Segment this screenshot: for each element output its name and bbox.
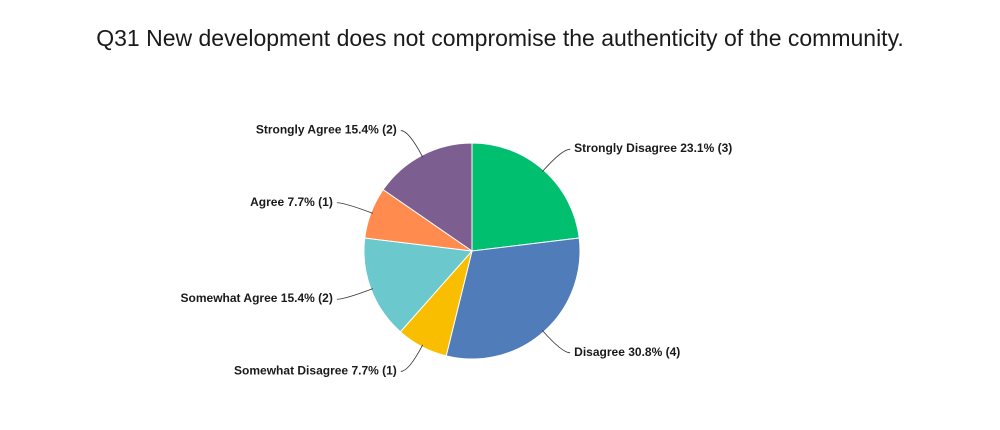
slice-value: 15.4% (2) bbox=[345, 123, 397, 137]
leader-line bbox=[336, 202, 374, 214]
slice-value: 15.4% (2) bbox=[281, 291, 333, 305]
leader-line bbox=[541, 148, 571, 172]
slice-category: Strongly Agree bbox=[256, 123, 342, 137]
slice-label: Disagree 30.8% (4) bbox=[574, 345, 680, 359]
slice-label: Agree 7.7% (1) bbox=[250, 195, 333, 209]
slice-category: Somewhat Disagree bbox=[234, 364, 348, 378]
slice-label: Somewhat Disagree 7.7% (1) bbox=[234, 364, 397, 378]
slice-category: Disagree bbox=[574, 345, 625, 359]
leader-line bbox=[541, 330, 571, 354]
slice-value: 7.7% (1) bbox=[351, 364, 396, 378]
slice-category: Agree bbox=[250, 195, 284, 209]
slice-value: 7.7% (1) bbox=[287, 195, 332, 209]
chart-title: Q31 New development does not compromise … bbox=[96, 25, 904, 51]
slice-label: Somewhat Agree 15.4% (2) bbox=[181, 291, 333, 305]
leader-line bbox=[400, 130, 424, 158]
slice-label: Strongly Agree 15.4% (2) bbox=[256, 123, 397, 137]
leader-line bbox=[336, 288, 374, 300]
leader-line bbox=[400, 344, 424, 372]
slice-label: Strongly Disagree 23.1% (3) bbox=[574, 141, 732, 155]
slice-value: 30.8% (4) bbox=[628, 345, 680, 359]
pie-slice bbox=[471, 142, 580, 252]
slice-category: Somewhat Agree bbox=[181, 291, 278, 305]
slice-value: 23.1% (3) bbox=[680, 141, 732, 155]
slice-category: Strongly Disagree bbox=[574, 141, 677, 155]
